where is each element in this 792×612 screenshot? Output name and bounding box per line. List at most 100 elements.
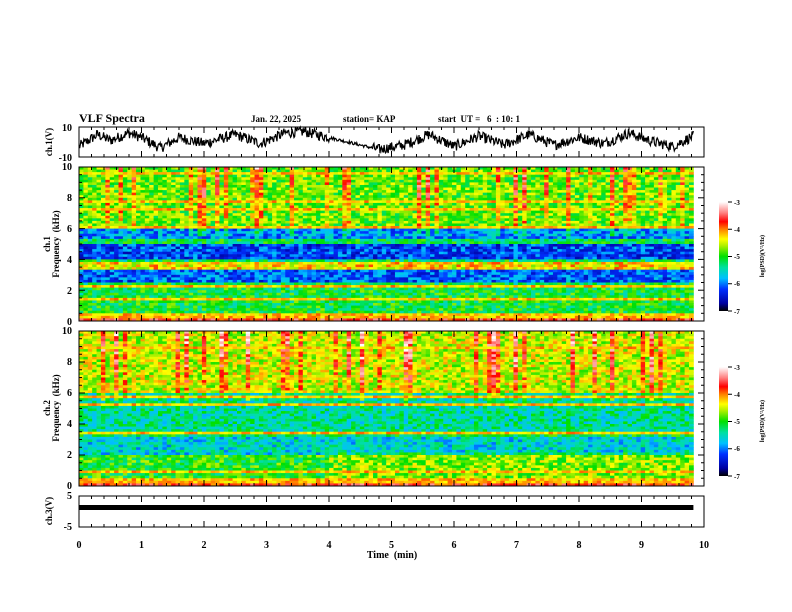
- spectrogram-cell: [487, 208, 492, 212]
- spectrogram-cell: [394, 184, 400, 188]
- spectrogram-cell: [469, 231, 475, 235]
- spectrogram-cell: [601, 184, 607, 188]
- spectrogram-cell: [552, 174, 558, 178]
- spectrogram-cell: [294, 231, 299, 235]
- spectrogram-cell: [315, 174, 321, 178]
- spectrogram-cell: [588, 254, 593, 258]
- spectrogram-cell: [460, 179, 466, 183]
- spectrogram-cell: [157, 167, 163, 170]
- spectrogram-cell: [206, 231, 212, 235]
- spectrogram-cell: [447, 231, 453, 235]
- spectrogram-cell: [377, 218, 383, 222]
- spectrogram-cell: [583, 195, 589, 199]
- spectrogram-cell: [114, 184, 119, 188]
- spectrogram-cell: [184, 205, 190, 209]
- spectrogram-cell: [87, 197, 93, 201]
- spectrogram-cell: [368, 238, 374, 242]
- spectrogram-cell: [92, 231, 97, 235]
- spectrogram-cell: [425, 195, 431, 199]
- spectrogram-cell: [570, 202, 576, 206]
- spectrogram-cell: [333, 249, 339, 253]
- spectrogram-cell: [263, 187, 269, 191]
- spectrogram-cell: [487, 236, 492, 240]
- spectrogram-cell: [588, 226, 593, 229]
- spectrogram-cell: [662, 202, 668, 206]
- spectrogram-cell: [531, 233, 536, 237]
- spectrogram-cell: [263, 238, 269, 242]
- spectrogram-cell: [179, 192, 185, 196]
- spectrogram-cell: [482, 244, 488, 247]
- spectrogram-cell: [390, 187, 396, 191]
- spectrogram-cell: [324, 231, 330, 235]
- spectrogram-cell: [223, 226, 229, 229]
- spectrogram-cell: [636, 195, 642, 199]
- spectrogram-cell: [263, 249, 269, 253]
- spectrogram-cell: [381, 208, 387, 212]
- spectrogram-cell: [359, 179, 365, 183]
- spectrogram-cell: [109, 179, 115, 183]
- spectrogram-cell: [390, 231, 396, 235]
- spectrogram-cell: [219, 190, 225, 194]
- spectrogram-cell: [675, 223, 681, 227]
- spectrogram-cell: [241, 187, 247, 191]
- spectrogram-cell: [662, 238, 668, 242]
- spectrogram-cell: [671, 246, 677, 250]
- spectrogram-cell: [465, 208, 470, 212]
- spectrogram-cell: [184, 167, 190, 170]
- spectrogram-cell: [658, 213, 664, 217]
- spectrogram-cell: [627, 246, 633, 250]
- spectrogram-cell: [583, 179, 589, 183]
- spectrogram-cell: [294, 218, 299, 222]
- spectrogram-cell: [320, 215, 326, 219]
- spectrogram-cell: [241, 244, 247, 247]
- spectrogram-cell: [153, 249, 159, 253]
- spectrogram-cell: [197, 208, 203, 212]
- spectrogram-cell: [302, 172, 308, 176]
- spectrogram-cell: [280, 190, 286, 194]
- spectrogram-cell: [96, 233, 102, 237]
- spectrogram-cell: [276, 231, 282, 235]
- spectrogram-cell: [215, 172, 220, 176]
- spectrogram-cell: [175, 202, 181, 206]
- spectrogram-cell: [162, 241, 168, 245]
- spectrogram-cell: [175, 182, 181, 186]
- spectrogram-cell: [127, 205, 133, 209]
- spectrogram-cell: [425, 215, 431, 219]
- spectrogram-cell: [215, 187, 220, 191]
- spectrogram-cell: [627, 218, 633, 222]
- spectrogram-cell: [228, 197, 233, 201]
- spectrogram-cell: [500, 254, 506, 258]
- spectrogram-cell: [500, 202, 506, 206]
- spectrogram-cell: [605, 223, 611, 227]
- spectrogram-cell: [548, 228, 554, 232]
- spectrogram-cell: [469, 251, 475, 255]
- spectrogram-cell: [188, 208, 194, 212]
- spectrogram-cell: [618, 200, 624, 204]
- spectrogram-cell: [623, 200, 628, 204]
- spectrogram-cell: [206, 205, 212, 209]
- spectrogram-cell: [548, 177, 554, 181]
- spectrogram-cell: [636, 251, 642, 255]
- spectrogram-cell: [430, 231, 435, 235]
- spectrogram-cell: [179, 241, 185, 245]
- spectrogram-cell: [219, 233, 225, 237]
- spectrogram-cell: [381, 251, 387, 255]
- spectrogram-cell: [671, 205, 677, 209]
- spectrogram-cell: [267, 223, 273, 227]
- spectrogram-cell: [368, 241, 374, 245]
- spectrogram-cell: [355, 233, 361, 237]
- spectrogram-cell: [149, 251, 154, 255]
- spectrogram-cell: [430, 236, 435, 240]
- spectrogram-cell: [83, 218, 89, 222]
- spectrogram-cell: [434, 238, 440, 242]
- spectrogram-cell: [153, 223, 159, 227]
- spectrogram-cell: [337, 169, 343, 173]
- spectrogram-cell: [351, 197, 356, 201]
- spectrogram-cell: [289, 226, 295, 229]
- spectrogram-cell: [79, 233, 84, 237]
- spectrogram-cell: [513, 208, 519, 212]
- spectrogram-cell: [491, 187, 497, 191]
- spectrogram-cell: [166, 213, 172, 217]
- spectrogram-cell: [179, 238, 185, 242]
- spectrogram-cell: [223, 231, 229, 235]
